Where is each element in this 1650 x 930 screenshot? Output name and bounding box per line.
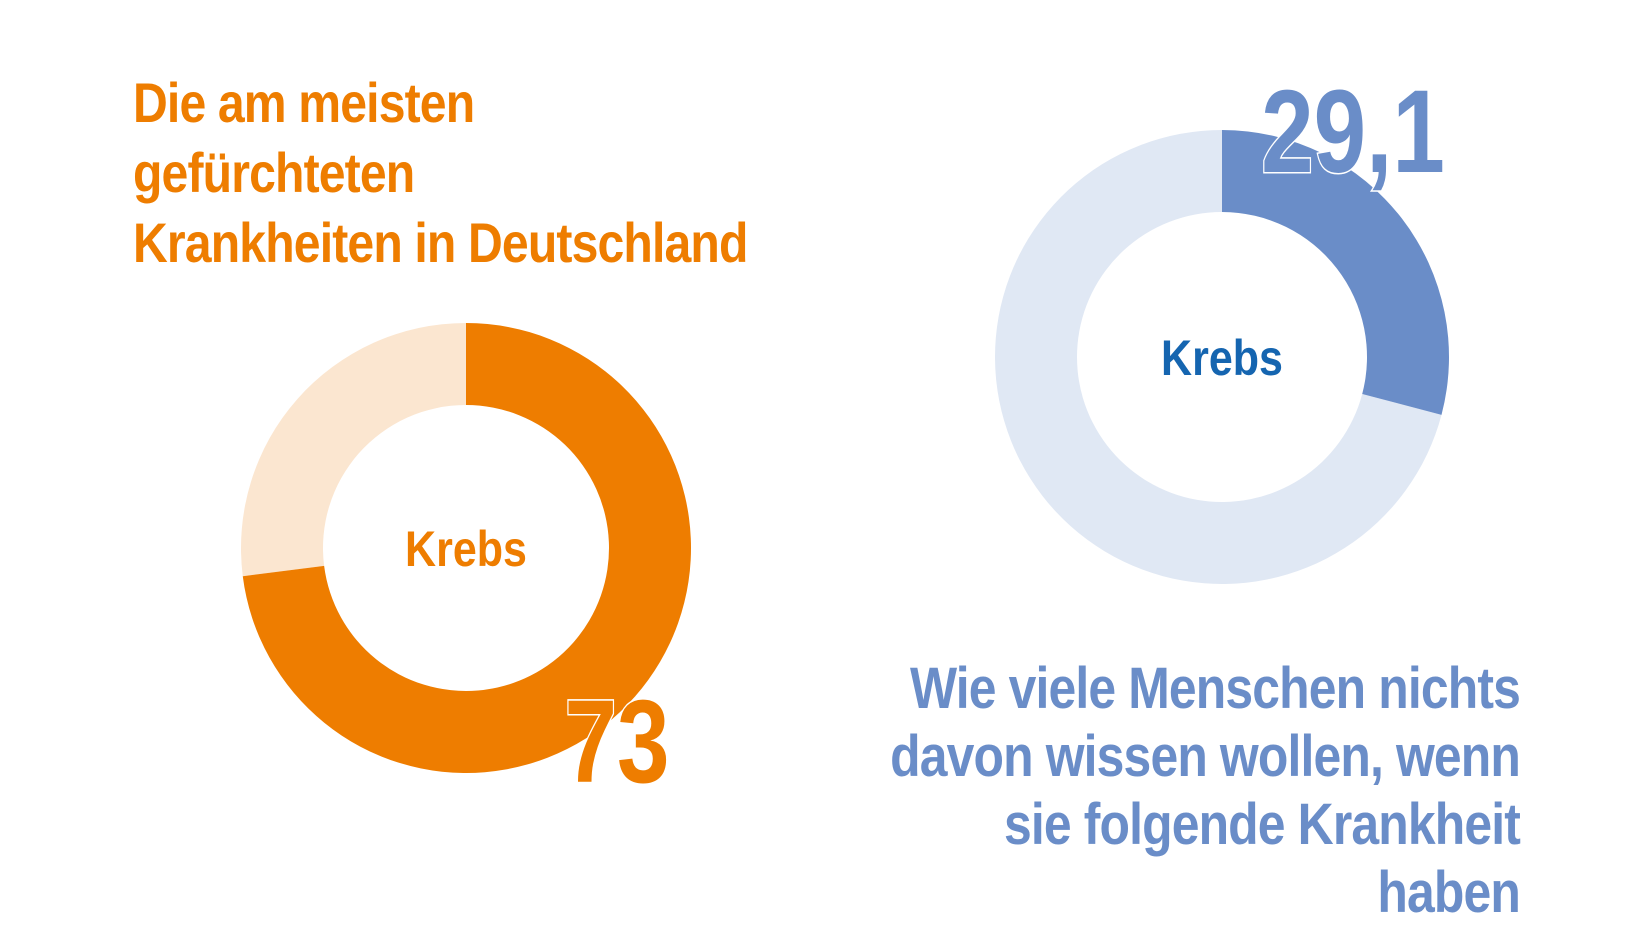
donut-right-value-slice	[1222, 130, 1449, 415]
donut-left-value-label: 73	[565, 675, 670, 808]
right-title-line-1: Wie viele Menschen nichts	[909, 656, 1521, 721]
donut-left-value-slice	[242, 323, 692, 773]
left-title-line-1: Die am meisten gefürchteten	[133, 71, 475, 204]
donut-right-value-label: 29,1	[1261, 65, 1445, 198]
right-title-line-2: davon wissen wollen, wenn	[890, 724, 1521, 789]
left-title-line-2: Krankheiten in Deutschland	[133, 211, 748, 274]
donut-left-category-label: Krebs	[405, 521, 527, 577]
donut-left: Krebs 73	[240, 323, 692, 809]
donut-right-track-slice	[994, 130, 1442, 584]
donut-right-category-label: Krebs	[1161, 330, 1283, 386]
right-chart-title: Wie viele Menschen nichts davon wissen w…	[849, 655, 1521, 927]
donut-right: Krebs 29,1	[994, 64, 1449, 584]
right-title-line-3: sie folgende Krankheit haben	[1003, 792, 1521, 925]
left-chart-title: Die am meisten gefürchteten Krankheiten …	[133, 68, 752, 278]
donut-left-track-slice	[240, 323, 466, 577]
